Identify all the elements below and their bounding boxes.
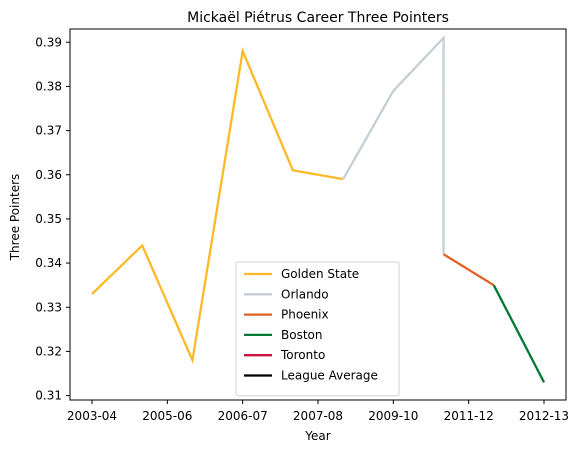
y-tick-label-4: 0.35 bbox=[35, 212, 62, 226]
legend-label-4: Toronto bbox=[280, 348, 325, 362]
x-tick-label-4: 2009-10 bbox=[368, 409, 418, 423]
series-line-2 bbox=[442, 253, 495, 287]
series-line-1 bbox=[342, 34, 445, 255]
legend-label-2: Phoenix bbox=[281, 308, 329, 322]
y-tick-label-8: 0.39 bbox=[35, 35, 62, 49]
x-axis-ticks: 2003-04 2005-06 2006-07 2007-08 2009-10 2011-… bbox=[67, 400, 569, 423]
x-tick-label-6: 2012-13 bbox=[519, 409, 569, 423]
x-tick-label-2: 2006-07 bbox=[218, 409, 268, 423]
y-tick-label-0: 0.31 bbox=[35, 389, 62, 403]
series-line-3 bbox=[492, 284, 546, 383]
legend-label-0: Golden State bbox=[281, 267, 359, 281]
legend: Golden State Orlando Phoenix Boston Toronto L… bbox=[235, 261, 400, 397]
legend-label-1: Orlando bbox=[281, 287, 329, 301]
x-axis-label: Year bbox=[304, 429, 330, 443]
y-tick-label-5: 0.36 bbox=[35, 168, 62, 182]
x-tick-label-3: 2007-08 bbox=[293, 409, 343, 423]
legend-box bbox=[235, 261, 400, 397]
plot-lines bbox=[91, 34, 546, 383]
y-tick-label-1: 0.32 bbox=[35, 344, 62, 358]
legend-label-5: League Average bbox=[281, 369, 378, 383]
x-tick-label-0: 2003-04 bbox=[67, 409, 117, 423]
chart-title: Mickaël Piétrus Career Three Pointers bbox=[187, 10, 449, 26]
plot-frame bbox=[69, 28, 567, 401]
series-line-0 bbox=[91, 46, 344, 365]
y-axis-ticks: 0.31 0.32 0.33 0.34 0.35 0.36 0.37 0.38 0.39 bbox=[35, 35, 70, 403]
y-tick-label-7: 0.38 bbox=[35, 79, 62, 93]
y-tick-label-6: 0.37 bbox=[35, 124, 62, 138]
y-axis-label: Three Pointers bbox=[8, 174, 22, 262]
legend-label-3: Boston bbox=[281, 328, 322, 342]
x-tick-label-5: 2011-12 bbox=[444, 409, 494, 423]
x-tick-label-1: 2005-06 bbox=[142, 409, 192, 423]
y-tick-label-3: 0.34 bbox=[35, 256, 62, 270]
y-tick-label-2: 0.33 bbox=[35, 300, 62, 314]
